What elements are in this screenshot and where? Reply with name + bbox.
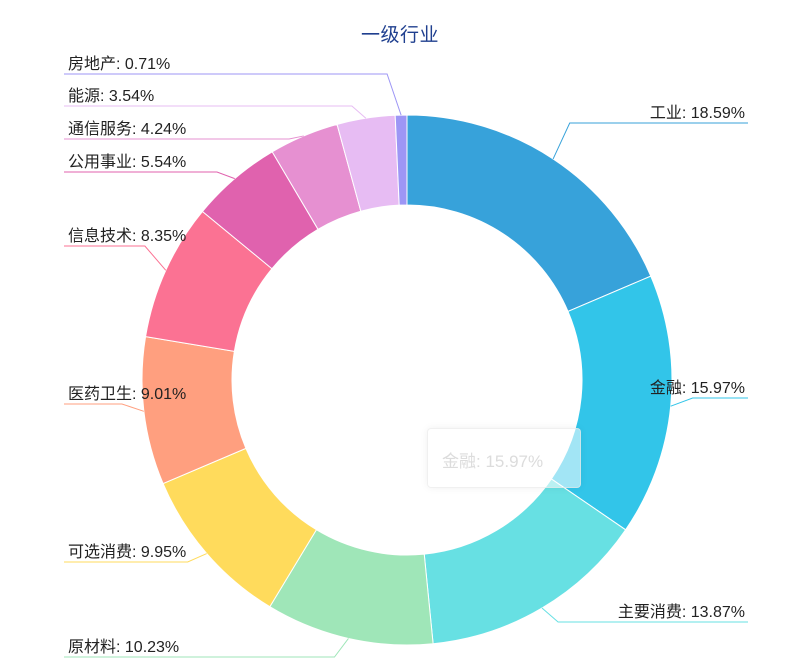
leader-line-8 xyxy=(64,171,235,180)
data-label-1: 工业: 18.59% xyxy=(650,104,745,122)
leader-line-2 xyxy=(670,397,748,407)
leader-line-5 xyxy=(64,553,207,563)
data-label-3: 主要消费: 13.87% xyxy=(618,603,745,621)
data-label-6: 医药卫生: 9.01% xyxy=(68,385,186,403)
leader-line-3 xyxy=(541,607,748,623)
leader-line-10 xyxy=(64,105,367,119)
data-label-5: 可选消费: 9.95% xyxy=(68,543,186,561)
leader-line-4 xyxy=(64,638,349,658)
tooltip: 金融: 15.97% xyxy=(427,428,581,488)
leader-line-1 xyxy=(552,122,748,160)
chart-title: 一级行业 xyxy=(360,25,439,46)
tooltip-text: 金融: 15.97% xyxy=(442,452,544,471)
slice-1[interactable] xyxy=(406,114,652,313)
data-label-7: 信息技术: 8.35% xyxy=(68,227,186,245)
leader-line-6 xyxy=(64,403,145,412)
data-label-11: 房地产: 0.71% xyxy=(68,55,170,73)
leader-line-9 xyxy=(64,135,304,140)
data-label-10: 能源: 3.54% xyxy=(68,87,154,105)
slice-11[interactable] xyxy=(394,114,408,206)
data-label-4: 原材料: 10.23% xyxy=(68,638,179,656)
data-label-8: 公用事业: 5.54% xyxy=(68,153,186,171)
leader-line-11 xyxy=(64,73,402,116)
leader-line-7 xyxy=(64,245,167,271)
data-label-2: 金融: 15.97% xyxy=(650,379,745,397)
data-label-9: 通信服务: 4.24% xyxy=(68,120,186,138)
